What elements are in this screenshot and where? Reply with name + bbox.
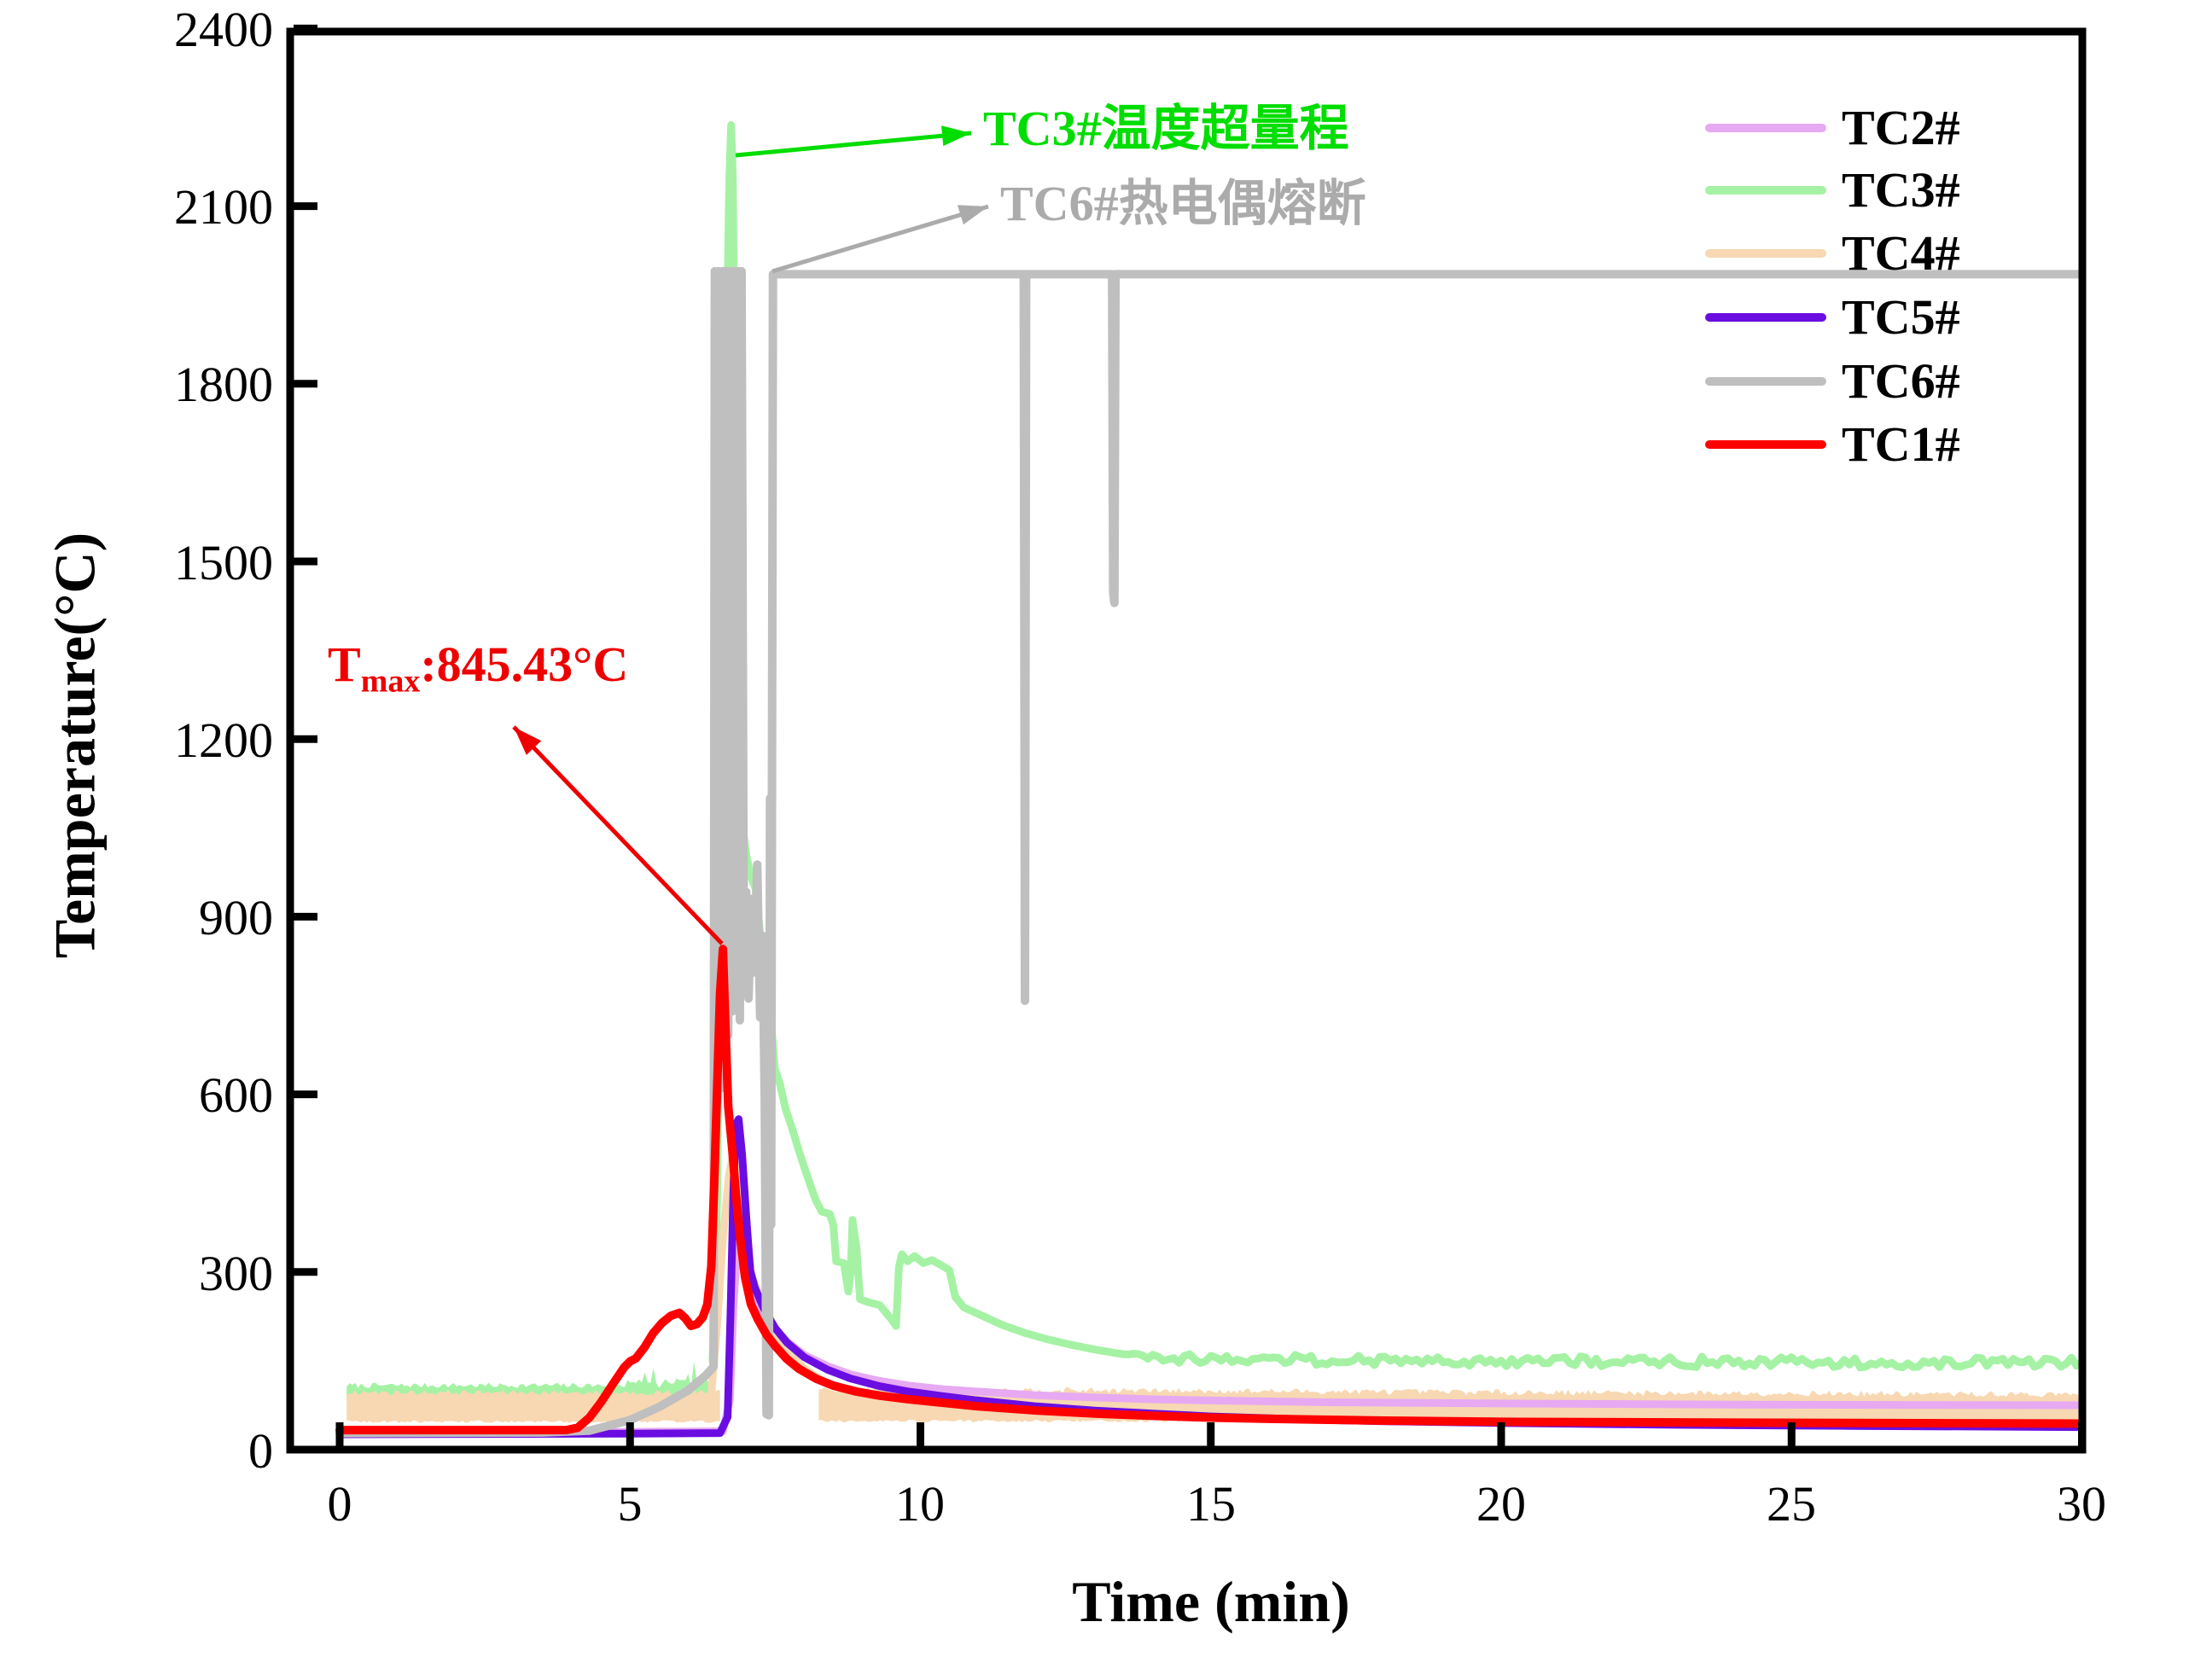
tmax-annotation-arrow-head [514,727,542,755]
y-tick-label: 600 [199,1067,273,1123]
legend-item-tc3: TC3# [1705,159,1960,222]
x-tick-label: 25 [1767,1476,1816,1532]
tc2-line-swatch [1705,124,1826,132]
x-tick-label: 0 [327,1476,352,1532]
legend-label: TC3# [1842,162,1960,218]
x-axis-title: Time (min) [1072,1569,1350,1634]
tc3-annotation-arrow [735,131,972,158]
tc3-over-range-annotation: TC3#温度超量程 [983,101,1349,156]
tc6-curve [335,266,2087,1438]
legend-item-tc5: TC5# [1705,286,1960,349]
y-tick-label: 2100 [174,179,273,235]
y-tick-label: 1500 [174,535,273,590]
y-tick-label: 2400 [174,2,273,57]
x-tick-label: 20 [1476,1476,1526,1532]
tc5-line-swatch [1705,313,1826,322]
x-tick-label: 10 [895,1476,945,1532]
y-tick-label: 1200 [174,712,273,768]
tc3-line-swatch [1705,186,1826,195]
x-tick-label: 5 [617,1476,643,1532]
tc3-curve [708,121,2086,1372]
tc4-line-swatch [1705,249,1826,258]
legend-label: TC6# [1842,353,1960,409]
plot-border [286,27,2087,1454]
tmax-prefix: T [328,637,361,692]
legend-label: TC4# [1842,225,1960,281]
y-axis-title: Temperature(°C) [42,532,108,959]
tc6-line-swatch [1705,377,1826,386]
y-tick-label: 900 [199,890,273,945]
legend-item-tc2: TC2# [1705,96,1960,160]
tmax-annotation: Tmax:845.43°C [328,638,628,708]
tmax-sub: max [360,663,421,700]
tmax-annotation-arrow [512,725,724,945]
tc1-line-swatch [1705,440,1826,449]
legend-label: TC5# [1842,289,1960,345]
tc3-annotation-arrow-head [941,125,971,147]
tc3-noise-band [346,1361,714,1403]
x-tick-label: 15 [1186,1476,1236,1532]
y-tick-label: 1800 [174,357,273,412]
legend-item-tc4: TC4# [1705,222,1960,285]
tc6-annotation-arrow [771,204,989,274]
y-tick-label: 0 [248,1423,273,1479]
legend-item-tc1: TC1# [1705,413,1960,476]
legend-item-tc6: TC6# [1705,350,1960,413]
tc6-annotation-arrow-head [957,205,988,225]
tmax-value: :845.43°C [420,637,629,692]
legend-label: TC2# [1842,100,1960,155]
tc1-curve [335,945,2087,1435]
tc6-fused-annotation: TC6#热电偶熔断 [1000,176,1366,231]
y-tick-label: 300 [199,1246,273,1301]
x-tick-label: 30 [2057,1476,2106,1532]
legend-label: TC1# [1842,416,1960,472]
tc4-noise-band [346,1389,720,1423]
